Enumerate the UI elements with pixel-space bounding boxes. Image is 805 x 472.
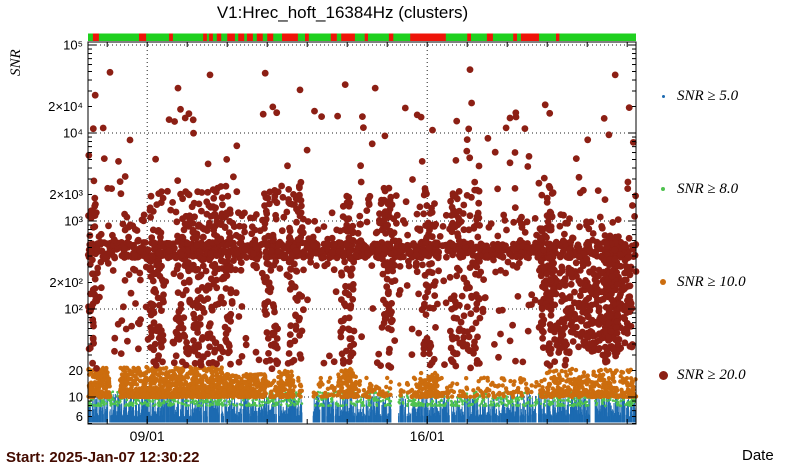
y-tick-label: 10³ bbox=[64, 214, 83, 229]
quality-strip-alert bbox=[305, 33, 309, 41]
y-tick-label: 10² bbox=[64, 302, 83, 317]
quality-strip-alert bbox=[169, 33, 173, 41]
y-tick-label: 10⁴ bbox=[63, 126, 83, 141]
x-axis-title: Date bbox=[742, 447, 774, 464]
legend-item-snr5: SNR ≥ 5.0 bbox=[655, 87, 746, 105]
y-tick-label: 6 bbox=[76, 409, 83, 424]
quality-strip-alert bbox=[203, 33, 207, 41]
quality-strip-alert bbox=[267, 33, 274, 41]
legend-label-snr5: SNR ≥ 5.0 bbox=[677, 87, 739, 104]
legend-item-snr20: SNR ≥ 20.0 bbox=[655, 366, 746, 384]
quality-strip-alert bbox=[246, 33, 253, 41]
quality-strip-alert bbox=[209, 33, 213, 41]
quality-strip-alert bbox=[282, 33, 298, 41]
quality-strip-alert bbox=[330, 33, 337, 41]
y-tick-label: 10 bbox=[69, 390, 83, 405]
quality-strip-ok bbox=[88, 33, 636, 41]
x-tick-label: 09/01 bbox=[130, 428, 165, 444]
quality-strip-alert bbox=[556, 33, 560, 41]
quality-strip-alert bbox=[238, 33, 245, 41]
legend-marker-wrap bbox=[655, 370, 671, 380]
legend-marker-snr10 bbox=[660, 279, 666, 285]
quality-strip-alert bbox=[364, 33, 368, 41]
legend-marker-snr8 bbox=[661, 187, 665, 191]
series-snr20 bbox=[84, 66, 640, 373]
quality-strip-alert bbox=[467, 33, 471, 41]
legend-item-snr10: SNR ≥ 10.0 bbox=[655, 273, 746, 291]
y-tick-label: 20 bbox=[69, 363, 83, 378]
y-axis-title: SNR bbox=[8, 49, 24, 76]
legend-label-snr20: SNR ≥ 20.0 bbox=[677, 366, 746, 383]
quality-strip-alert bbox=[341, 33, 355, 41]
quality-strip-alert bbox=[410, 33, 446, 41]
gridlines bbox=[88, 42, 636, 424]
quality-strip bbox=[88, 33, 636, 41]
series-layer bbox=[84, 66, 640, 423]
quality-strip-alert bbox=[388, 33, 394, 41]
legend-label-snr10: SNR ≥ 10.0 bbox=[677, 273, 746, 290]
y-tick-label: 2×10⁴ bbox=[48, 99, 83, 114]
y-tick-label: 2×10³ bbox=[49, 187, 83, 202]
x-tick-label: 16/01 bbox=[410, 428, 445, 444]
legend-label-snr8: SNR ≥ 8.0 bbox=[677, 180, 739, 197]
y-tick-label: 2×10² bbox=[49, 275, 83, 290]
start-time-label: Start: 2025-Jan-07 12:30:22 bbox=[6, 449, 200, 466]
series-snr5 bbox=[87, 392, 637, 423]
chart-title: V1:Hrec_hoft_16384Hz (clusters) bbox=[216, 3, 469, 22]
legend-item-snr8: SNR ≥ 8.0 bbox=[655, 180, 746, 198]
quality-strip-alert bbox=[216, 33, 222, 41]
legend-marker-snr20 bbox=[658, 370, 668, 380]
quality-strip-alert bbox=[486, 33, 493, 41]
plot-frame bbox=[87, 41, 637, 425]
legend-marker-wrap bbox=[655, 279, 671, 285]
quality-strip-alert bbox=[227, 33, 235, 41]
legend: SNR ≥ 5.0 SNR ≥ 8.0 SNR ≥ 10.0 SNR ≥ 20.0 bbox=[655, 87, 746, 459]
quality-strip-alert bbox=[139, 33, 147, 41]
quality-strip-alert bbox=[256, 33, 263, 41]
quality-strip-alert bbox=[513, 33, 517, 41]
series-snr10 bbox=[86, 364, 639, 400]
legend-marker-wrap bbox=[655, 94, 671, 98]
quality-strip-alert bbox=[92, 33, 99, 41]
axis-ticks bbox=[88, 42, 636, 424]
legend-marker-wrap bbox=[655, 187, 671, 191]
quality-strip-alert bbox=[520, 33, 539, 41]
axis-tick-labels: 10⁵ 2×10⁴ 10⁴ 2×10³ 10³ 2×10² 10² 20 10 6 09/01 16/… bbox=[48, 38, 445, 445]
legend-marker-snr5 bbox=[661, 94, 665, 98]
y-tick-label: 10⁵ bbox=[63, 38, 83, 53]
